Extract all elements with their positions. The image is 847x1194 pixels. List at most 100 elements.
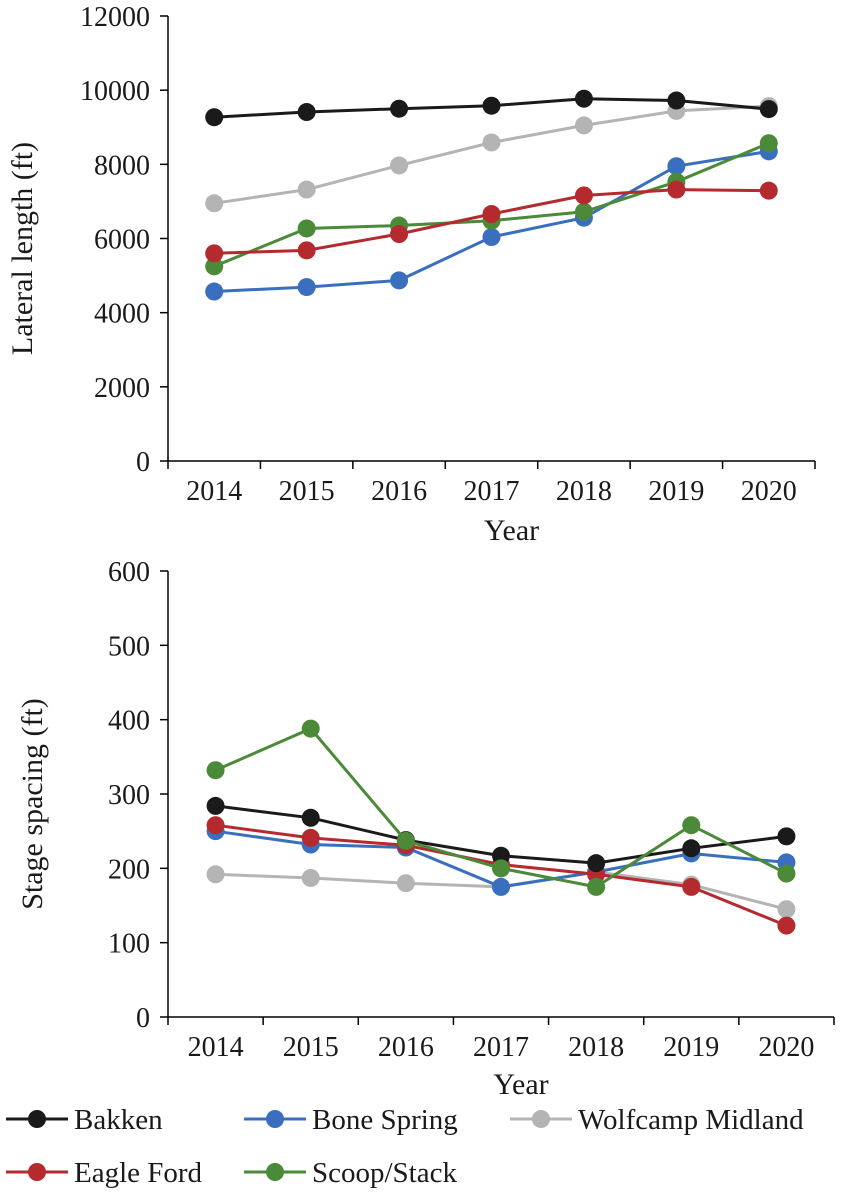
x-tick-label: 2020 xyxy=(741,476,797,507)
y-tick-label: 400 xyxy=(108,706,150,737)
y-tick-label: 0 xyxy=(136,447,150,478)
data-point-bakken xyxy=(667,91,686,110)
data-point-eagle-ford xyxy=(682,877,701,896)
y-tick-label: 0 xyxy=(136,1003,150,1034)
x-axis-title: Year xyxy=(484,514,539,547)
series-bakken xyxy=(205,89,778,127)
data-point-wolfcamp-midland xyxy=(297,180,316,199)
y-tick-label: 8000 xyxy=(94,150,150,181)
data-point-scoop-stack xyxy=(587,877,606,896)
data-point-bakken xyxy=(492,846,510,865)
data-point-scoop-stack xyxy=(205,257,224,276)
data-point-scoop-stack xyxy=(301,719,320,738)
y-tick-label: 100 xyxy=(108,929,150,960)
data-point-bakken xyxy=(777,827,796,846)
x-tick-label: 2019 xyxy=(648,476,704,507)
x-tick-label: 2016 xyxy=(378,1032,434,1063)
data-point-wolfcamp-midland xyxy=(777,900,796,919)
data-point-eagle-ford xyxy=(777,916,796,935)
data-point-bakken xyxy=(574,89,593,108)
x-tick-label: 2019 xyxy=(663,1032,719,1063)
legend-marker xyxy=(266,1110,284,1128)
data-point-bone-spring xyxy=(667,157,686,176)
x-tick-label: 2017 xyxy=(473,1032,529,1063)
data-point-bone-spring xyxy=(205,282,224,301)
data-point-bakken xyxy=(482,96,501,115)
data-point-eagle-ford xyxy=(390,225,409,244)
data-point-wolfcamp-midland xyxy=(206,865,225,884)
data-point-bakken xyxy=(587,854,606,873)
data-point-wolfcamp-midland xyxy=(574,116,593,135)
x-tick-label: 2014 xyxy=(188,1032,244,1063)
x-tick-label: 2020 xyxy=(758,1032,814,1063)
data-point-scoop-stack xyxy=(574,202,593,221)
data-point-bakken xyxy=(301,808,320,827)
legend-item-bakken: Bakken xyxy=(6,1104,163,1136)
y-tick-label: 12000 xyxy=(80,2,150,33)
legend-item-scoop-stack: Scoop/Stack xyxy=(244,1157,457,1189)
y-tick-label: 200 xyxy=(108,854,150,885)
x-tick-label: 2018 xyxy=(568,1032,624,1063)
data-point-eagle-ford xyxy=(482,205,501,224)
data-point-bakken xyxy=(297,103,316,122)
legend-item-eagle-ford: Eagle Ford xyxy=(6,1157,203,1189)
legend-marker xyxy=(266,1163,284,1181)
series-eagle-ford xyxy=(205,180,778,263)
data-point-eagle-ford xyxy=(297,241,316,260)
y-tick-label: 300 xyxy=(108,780,150,811)
data-point-bakken xyxy=(682,839,701,858)
data-point-bone-spring xyxy=(492,877,510,896)
data-point-eagle-ford xyxy=(574,186,593,205)
data-point-wolfcamp-midland xyxy=(301,868,320,887)
lateral-length-chart: 0 2000 4000 6000 8000 10000 12000 2014 2015 2016 2… xyxy=(6,2,816,547)
legend: Bakken Bone Spring Wolfcamp Midland Eagle F… xyxy=(6,1104,804,1189)
data-point-scoop-stack xyxy=(777,864,796,883)
data-point-eagle-ford xyxy=(667,180,686,199)
data-point-eagle-ford xyxy=(205,244,224,263)
legend-label: Bone Spring xyxy=(312,1104,458,1136)
x-tick-label: 2018 xyxy=(556,476,612,507)
data-point-scoop-stack xyxy=(492,859,510,878)
x-tick-label: 2017 xyxy=(464,476,520,507)
data-point-eagle-ford xyxy=(759,181,778,200)
data-point-wolfcamp-midland xyxy=(482,133,501,152)
data-point-bakken xyxy=(390,99,409,118)
stage-spacing-chart: 0 100 200 300 400 500 600 2014 2015 2016 2017 2018 2… xyxy=(16,557,835,1101)
y-tick-label: 10000 xyxy=(80,76,150,107)
legend-marker xyxy=(28,1110,46,1128)
x-tick-label: 2015 xyxy=(283,1032,339,1063)
data-point-wolfcamp-midland xyxy=(390,156,409,175)
data-point-bakken xyxy=(206,796,225,815)
legend-item-wolfcamp-midland: Wolfcamp Midland xyxy=(510,1104,804,1136)
y-tick-label: 6000 xyxy=(94,225,150,256)
data-point-wolfcamp-midland xyxy=(205,194,224,213)
x-tick-label: 2015 xyxy=(279,476,335,507)
series-scoop-stack xyxy=(206,719,796,896)
y-tick-label: 500 xyxy=(108,631,150,662)
data-point-scoop-stack xyxy=(682,816,701,835)
data-point-bakken xyxy=(759,100,778,119)
y-tick-label: 2000 xyxy=(94,373,150,404)
data-point-bone-spring xyxy=(390,271,409,290)
legend-label: Bakken xyxy=(74,1104,163,1136)
data-point-bone-spring xyxy=(297,278,316,297)
x-axis-title: Year xyxy=(493,1068,548,1101)
data-point-scoop-stack xyxy=(206,761,225,780)
legend-label: Eagle Ford xyxy=(74,1157,203,1189)
legend-label: Scoop/Stack xyxy=(312,1157,457,1189)
data-point-eagle-ford xyxy=(206,816,225,835)
series-scoop-stack xyxy=(205,134,778,276)
data-point-scoop-stack xyxy=(759,134,778,153)
y-axis-title: Stage spacing (ft) xyxy=(16,698,49,910)
data-point-eagle-ford xyxy=(301,828,320,847)
legend-marker xyxy=(28,1163,46,1181)
data-point-wolfcamp-midland xyxy=(396,874,415,893)
y-tick-label: 4000 xyxy=(94,299,150,330)
legend-item-bone-spring: Bone Spring xyxy=(244,1104,458,1136)
x-tick-label: 2016 xyxy=(371,476,427,507)
legend-marker xyxy=(532,1110,550,1128)
data-point-bakken xyxy=(205,108,224,127)
y-tick-label: 600 xyxy=(108,557,150,588)
x-tick-label: 2014 xyxy=(186,476,242,507)
